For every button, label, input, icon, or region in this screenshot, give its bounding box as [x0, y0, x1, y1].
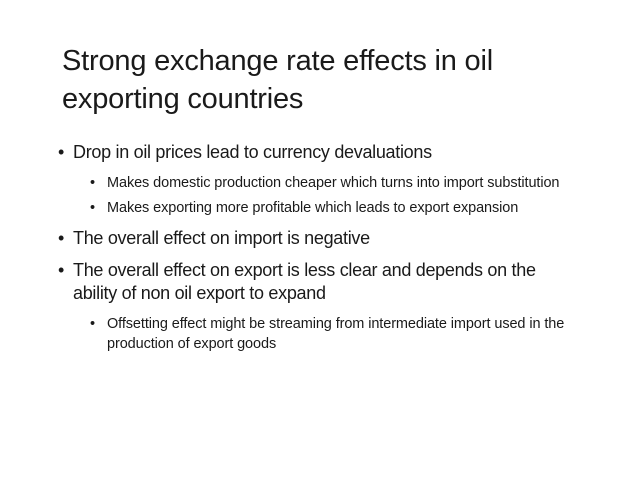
sub-bullet-item: • Offsetting effect might be streaming f… — [90, 314, 582, 354]
bullet-text: Drop in oil prices lead to currency deva… — [73, 142, 432, 162]
bullet-dot-icon: • — [58, 228, 65, 248]
sub-bullet-list: • Offsetting effect might be streaming f… — [73, 314, 582, 354]
bullet-dot-icon: • — [58, 260, 65, 280]
bullet-item: • Drop in oil prices lead to currency de… — [58, 141, 582, 218]
bullet-list: • Drop in oil prices lead to currency de… — [58, 141, 582, 363]
sub-bullet-text: Makes domestic production cheaper which … — [107, 175, 560, 191]
sub-bullet-text: Offsetting effect might be streaming fro… — [107, 316, 565, 352]
sub-bullet-item: • Makes exporting more profitable which … — [90, 198, 582, 218]
bullet-dot-icon: • — [58, 142, 65, 162]
sub-bullet-list: • Makes domestic production cheaper whic… — [73, 173, 582, 218]
sub-bullet-dot-icon: • — [90, 316, 95, 332]
bullet-text: The overall effect on import is negative — [73, 228, 370, 248]
sub-bullet-dot-icon: • — [90, 175, 95, 191]
bullet-text: The overall effect on export is less cle… — [73, 260, 536, 303]
sub-bullet-text: Makes exporting more profitable which le… — [107, 200, 519, 216]
sub-bullet-dot-icon: • — [90, 200, 95, 216]
sub-bullet-item: • Makes domestic production cheaper whic… — [90, 173, 582, 193]
slide-title: Strong exchange rate effects in oil expo… — [62, 45, 493, 115]
bullet-item: • The overall effect on export is less c… — [58, 259, 582, 354]
bullet-item: • The overall effect on import is negati… — [58, 227, 582, 250]
